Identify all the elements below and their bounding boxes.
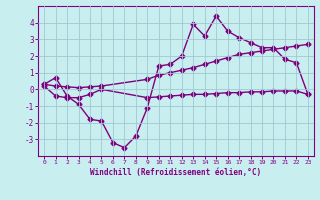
X-axis label: Windchill (Refroidissement éolien,°C): Windchill (Refroidissement éolien,°C) — [91, 168, 261, 177]
